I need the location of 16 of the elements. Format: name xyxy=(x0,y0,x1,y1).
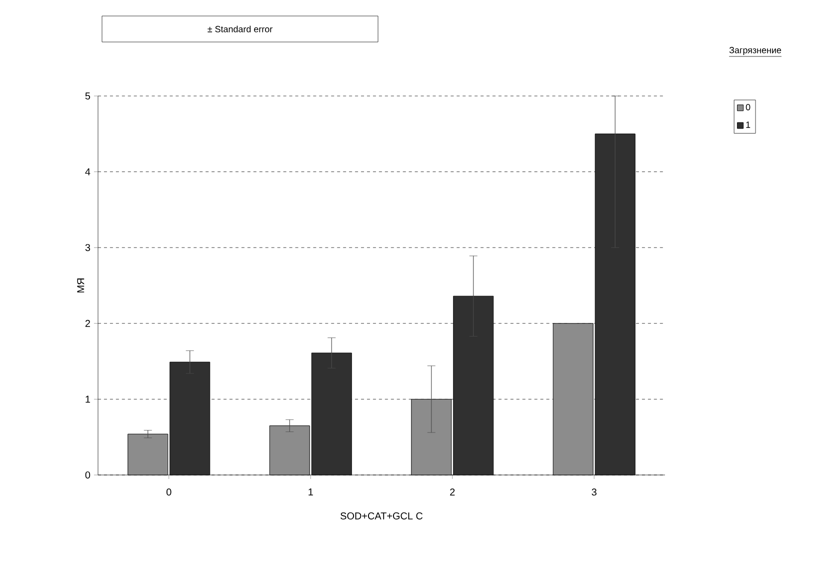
x-tick-label: 3 xyxy=(592,488,596,496)
legend-label: 0 xyxy=(746,104,750,110)
y-tick-label: 5 xyxy=(85,92,90,100)
legend-title: Загрязнение xyxy=(729,46,782,56)
y-tick-label: 2 xyxy=(85,320,90,327)
x-tick-label: 0 xyxy=(166,488,172,496)
x-axis-title: SOD+CAT+GCL C xyxy=(340,512,423,520)
y-tick-label: 1 xyxy=(86,396,90,403)
y-tick-label: 3 xyxy=(85,244,90,252)
x-tick-label: 1 xyxy=(308,488,313,496)
text: ± Standard error xyxy=(208,26,272,32)
y-tick-label: 4 xyxy=(85,168,90,176)
y-axis-title: МЯ xyxy=(77,278,84,292)
x-tick-label: 2 xyxy=(450,488,455,496)
y-tick-label: 0 xyxy=(85,471,90,479)
legend-label: 1 xyxy=(746,122,750,128)
